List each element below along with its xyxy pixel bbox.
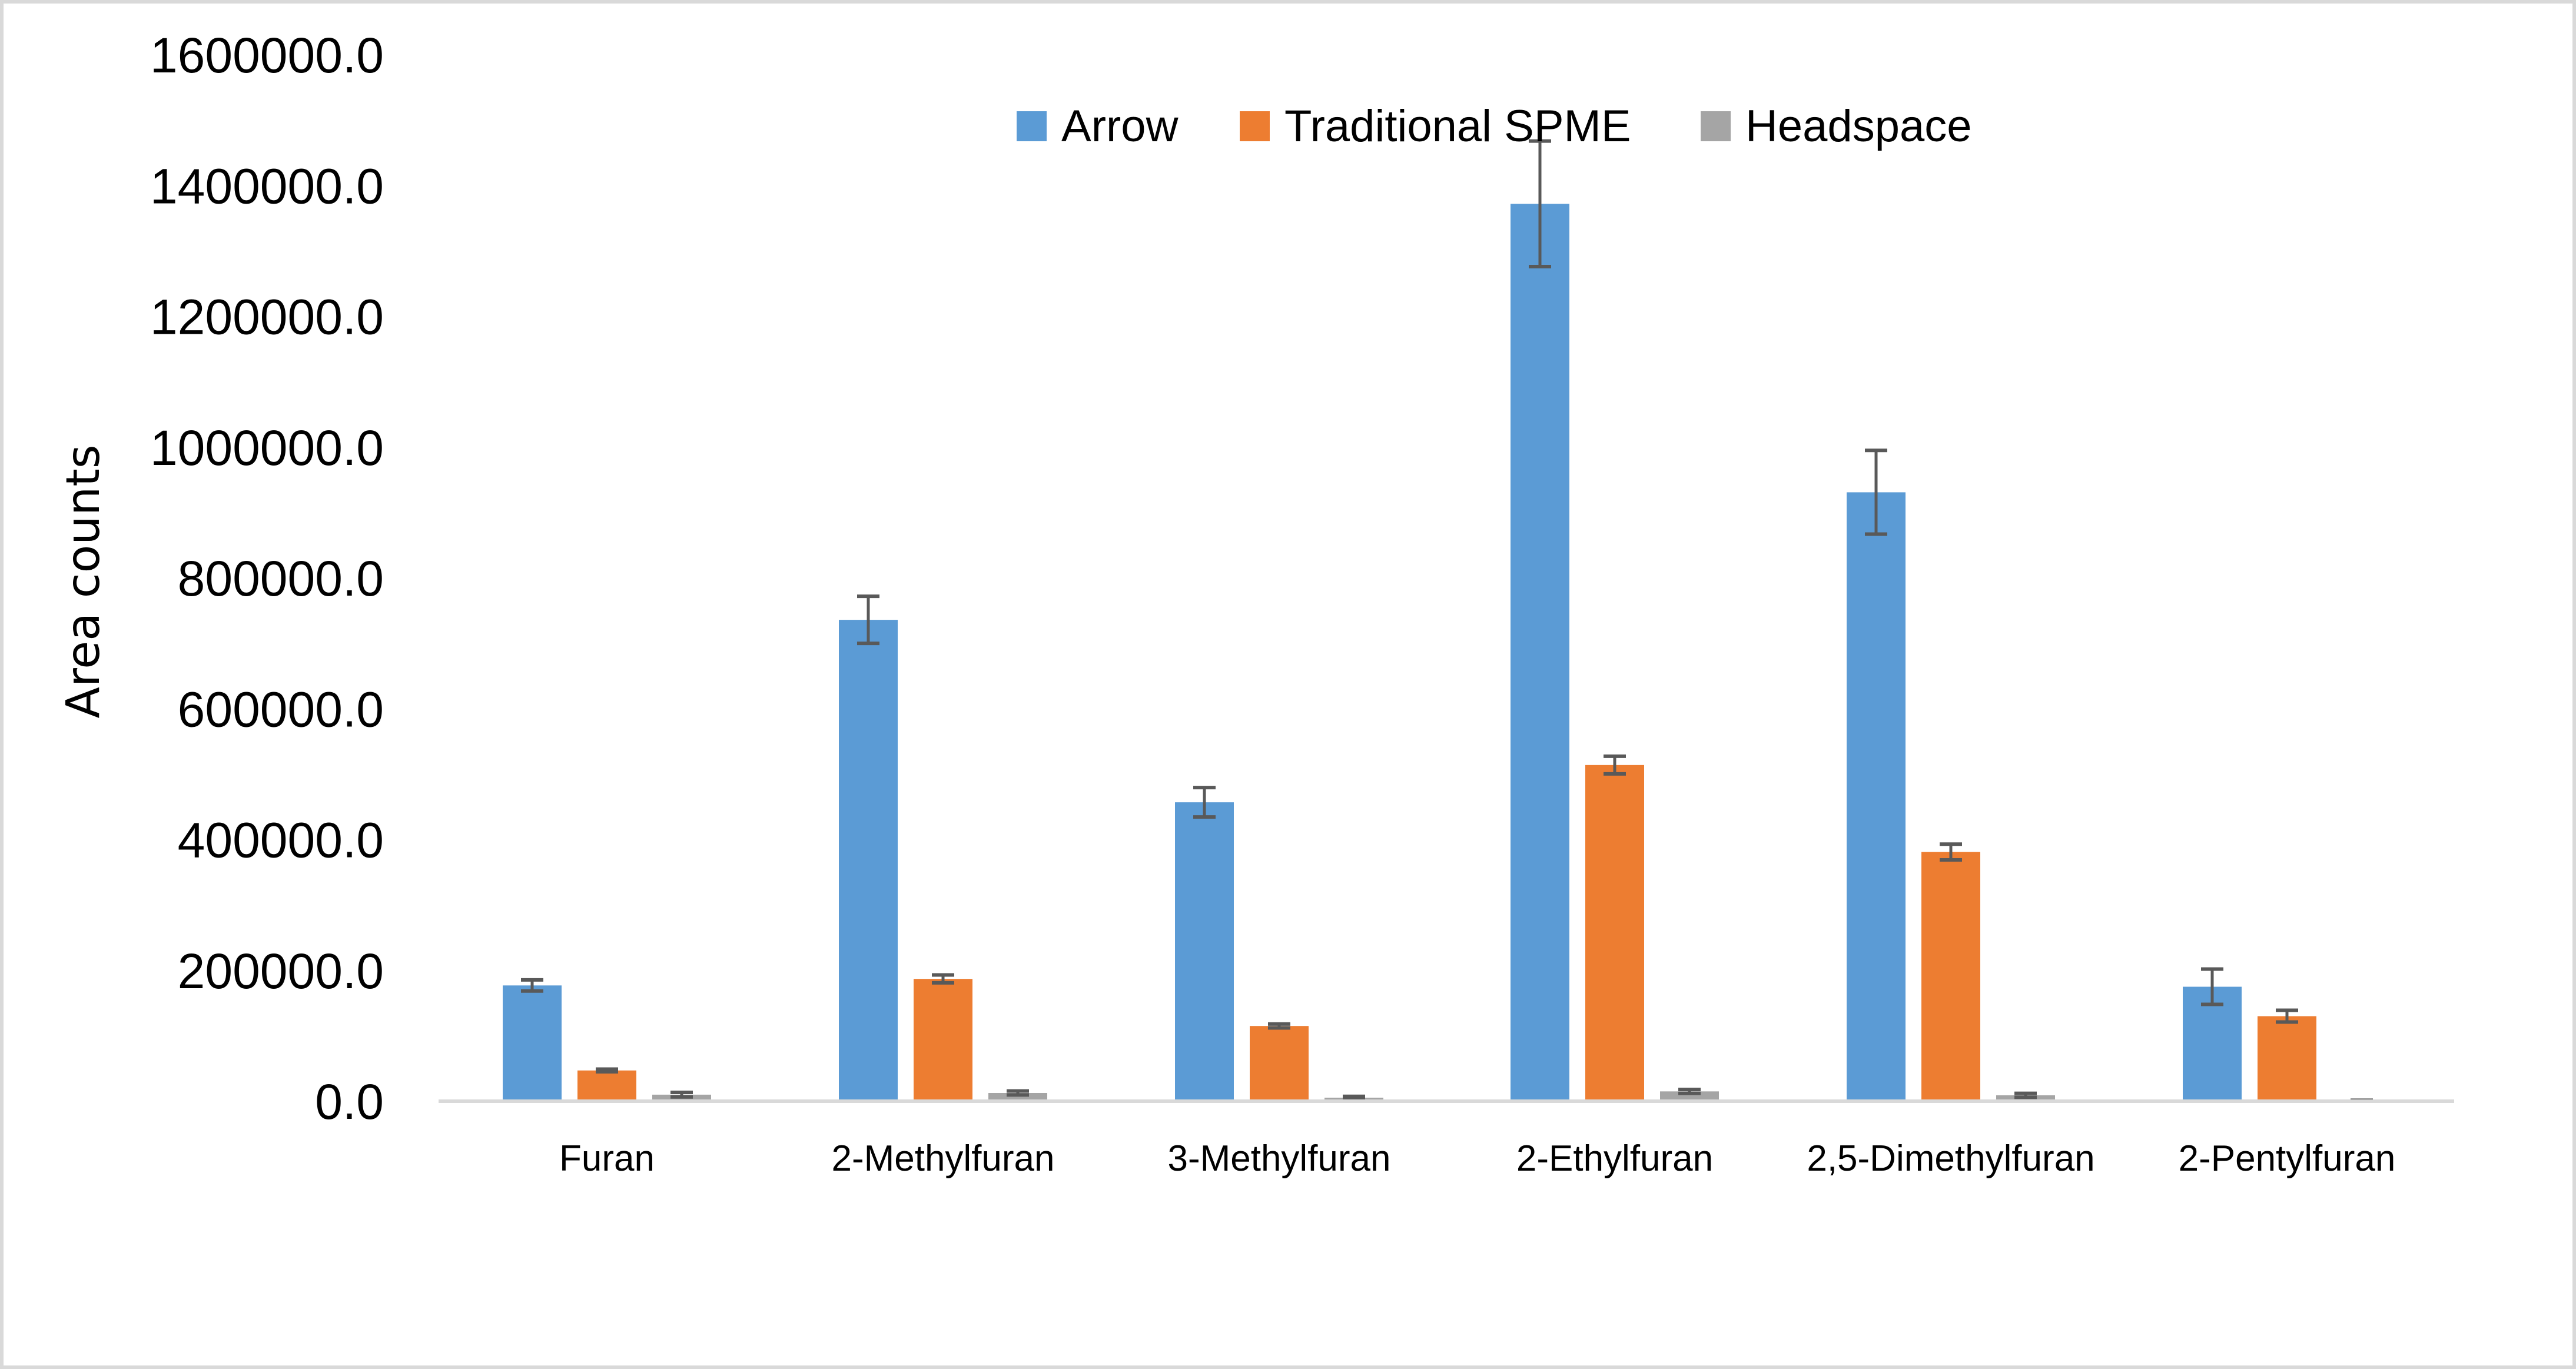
error-bar bbox=[670, 1090, 693, 1099]
error-bars bbox=[521, 139, 2373, 1103]
y-tick-label: 1200000.0 bbox=[150, 290, 384, 345]
y-tick-label: 1400000.0 bbox=[150, 158, 384, 214]
bar-traditional-spme bbox=[577, 1070, 636, 1101]
bar-traditional-spme bbox=[1921, 852, 1980, 1101]
y-axis-ticks: 0.0 200000.0 400000.0 600000.0 800000.0 10000… bbox=[150, 28, 384, 1129]
error-bar bbox=[1007, 1089, 1029, 1097]
error-bar bbox=[2201, 967, 2223, 1006]
error-bar bbox=[1343, 1094, 1365, 1101]
legend: Arrow Traditional SPME Headspace bbox=[1017, 101, 1972, 151]
error-bar bbox=[1529, 139, 1551, 269]
error-bar bbox=[1678, 1087, 1701, 1095]
y-axis-title-text: Area counts bbox=[57, 445, 110, 719]
bar-traditional-spme bbox=[2258, 1016, 2316, 1101]
x-tick-label: Furan bbox=[559, 1138, 655, 1179]
x-tick-label: 2,5-Dimethylfuran bbox=[1807, 1138, 2094, 1179]
legend-swatch bbox=[1701, 111, 1731, 141]
bars bbox=[503, 204, 2391, 1101]
y-tick-label: 0.0 bbox=[315, 1074, 384, 1129]
y-tick-label: 1600000.0 bbox=[150, 28, 384, 83]
x-tick-label: 3-Methylfuran bbox=[1167, 1138, 1390, 1179]
bar-arrow bbox=[839, 620, 898, 1101]
error-bar bbox=[1604, 754, 1626, 776]
bar-headspace bbox=[988, 1092, 1047, 1101]
error-bar bbox=[2276, 1008, 2298, 1024]
bar-arrow bbox=[1175, 802, 1234, 1101]
error-bar bbox=[857, 594, 879, 646]
error-bar bbox=[1940, 842, 1962, 862]
x-tick-label: 2-Methylfuran bbox=[831, 1138, 1054, 1179]
bar-traditional-spme bbox=[1585, 765, 1644, 1101]
y-axis-title: Area counts bbox=[57, 445, 110, 719]
bar-arrow bbox=[1847, 492, 1906, 1101]
error-bar bbox=[521, 978, 543, 993]
error-bar bbox=[1193, 786, 1216, 819]
error-bar bbox=[1865, 448, 1887, 536]
x-tick-label: 2-Ethylfuran bbox=[1516, 1138, 1713, 1179]
y-tick-label: 400000.0 bbox=[178, 813, 384, 868]
bar-arrow bbox=[503, 985, 562, 1101]
legend-label: Arrow bbox=[1061, 101, 1179, 151]
y-tick-label: 600000.0 bbox=[178, 682, 384, 737]
legend-item-headspace: Headspace bbox=[1701, 101, 1972, 151]
error-bar bbox=[2014, 1091, 2037, 1099]
x-tick-label: 2-Pentylfuran bbox=[2179, 1138, 2396, 1179]
bar-arrow bbox=[1511, 204, 1569, 1101]
bar-headspace bbox=[1660, 1091, 1719, 1101]
legend-item-traditional-spme: Traditional SPME bbox=[1240, 101, 1631, 151]
error-bar bbox=[932, 973, 954, 985]
y-tick-label: 800000.0 bbox=[178, 551, 384, 606]
legend-label: Traditional SPME bbox=[1284, 101, 1631, 151]
error-bar bbox=[1268, 1022, 1290, 1030]
legend-swatch bbox=[1017, 111, 1047, 141]
y-tick-label: 1000000.0 bbox=[150, 420, 384, 476]
bar-traditional-spme bbox=[1250, 1026, 1309, 1101]
legend-label: Headspace bbox=[1745, 101, 1972, 151]
legend-swatch bbox=[1240, 111, 1270, 141]
y-tick-label: 200000.0 bbox=[178, 943, 384, 999]
x-axis-labels: Furan 2-Methylfuran 3-Methylfuran 2-Ethylfu… bbox=[559, 1138, 2395, 1179]
bar-traditional-spme bbox=[914, 979, 972, 1101]
error-bar bbox=[596, 1067, 618, 1074]
legend-item-arrow: Arrow bbox=[1017, 101, 1179, 151]
